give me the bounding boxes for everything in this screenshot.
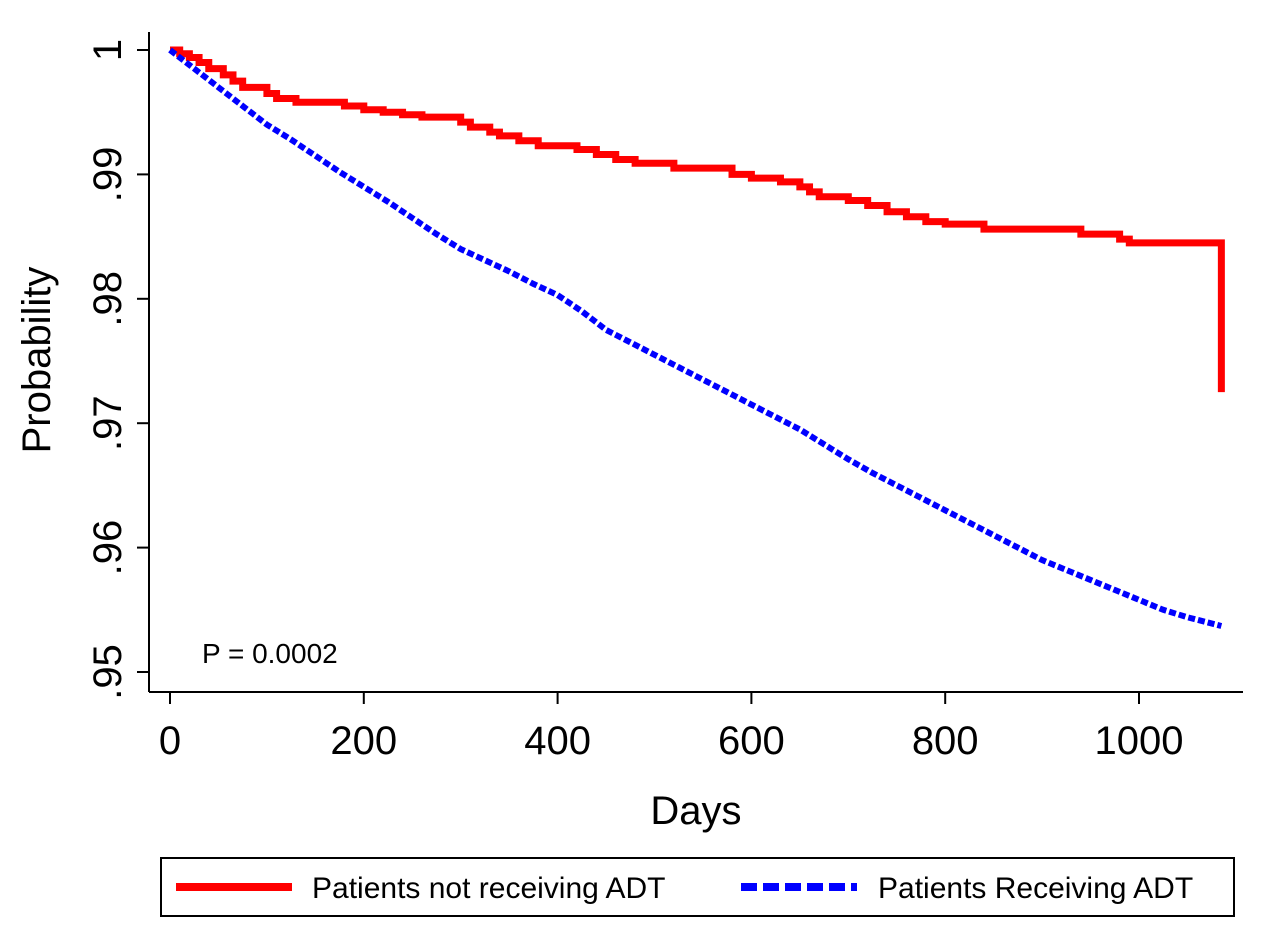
legend-label-receiving-adt: Patients Receiving ADT	[878, 872, 1193, 905]
x-tick-label: 200	[330, 719, 397, 763]
y-tick-label: .96	[86, 520, 130, 576]
x-tick-label: 400	[524, 719, 591, 763]
y-tick-label: 1	[86, 39, 130, 61]
y-tick-label: .97	[86, 395, 130, 451]
x-tick-label: 0	[159, 719, 181, 763]
y-tick-label: .95	[86, 644, 130, 700]
y-ticks: .95 .96 .97 .98 .99 1	[86, 39, 149, 700]
p-value-annotation: P = 0.0002	[202, 638, 338, 669]
series-line-not-receiving-adt	[170, 46, 1225, 393]
y-tick-label: .98	[86, 271, 130, 327]
x-tick-label: 800	[912, 719, 979, 763]
y-axis-title: Probability	[15, 267, 59, 454]
legend: Patients not receiving ADT Patients Rece…	[160, 857, 1235, 917]
x-ticks: 0 200 400 600 800 1000	[159, 692, 1184, 763]
legend-label-not-receiving-adt: Patients not receiving ADT	[312, 872, 666, 905]
series-line-receiving-adt	[168, 47, 1223, 629]
y-tick-label: .99	[86, 147, 130, 203]
x-tick-label: 1000	[1095, 719, 1184, 763]
plot-area	[168, 46, 1225, 629]
x-axis-title: Days	[650, 789, 741, 833]
x-tick-label: 600	[718, 719, 785, 763]
legend-box	[160, 857, 1235, 917]
